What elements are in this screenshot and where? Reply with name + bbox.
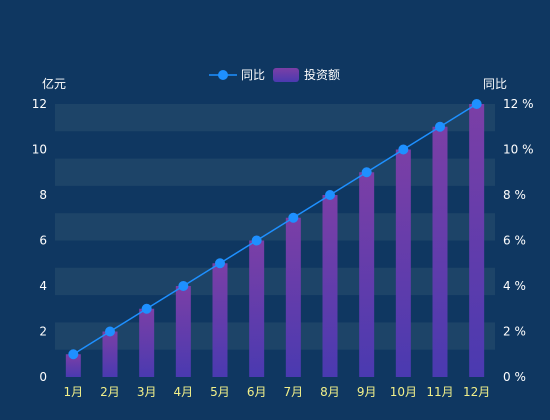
line-series xyxy=(68,99,482,360)
line-point-6月 xyxy=(251,235,262,246)
legend-line-marker-icon xyxy=(218,70,228,80)
x-tick: 8月 xyxy=(320,385,340,399)
y-right-tick: 2 % xyxy=(503,325,526,339)
bar-10月 xyxy=(395,149,411,377)
y-right-tick: 10 % xyxy=(503,143,534,157)
y-left-tick: 2 xyxy=(39,325,47,339)
bar-1月 xyxy=(65,354,81,377)
legend[interactable]: 同比 投资额 xyxy=(209,67,340,82)
y-right-tick: 8 % xyxy=(503,188,526,202)
x-tick: 5月 xyxy=(210,385,230,399)
x-tick: 3月 xyxy=(137,385,157,399)
x-tick: 2月 xyxy=(100,385,120,399)
legend-label-line: 同比 xyxy=(241,68,265,82)
line-point-9月 xyxy=(361,167,372,178)
x-tick: 1月 xyxy=(64,385,84,399)
bar-6月 xyxy=(249,240,265,377)
bar-7月 xyxy=(285,217,301,377)
line-point-11月 xyxy=(435,121,445,132)
x-tick: 7月 xyxy=(284,385,304,399)
x-tick: 9月 xyxy=(357,385,377,399)
bar-3月 xyxy=(139,308,155,377)
y-left-tick: 4 xyxy=(39,279,47,293)
line-point-4月 xyxy=(178,281,189,291)
legend-bar-icon xyxy=(273,68,299,82)
y-left-tick: 8 xyxy=(39,188,47,202)
grid-bands xyxy=(55,104,495,350)
line-point-2月 xyxy=(105,326,115,337)
line-point-3月 xyxy=(141,303,152,314)
y-left-tick: 6 xyxy=(39,234,47,248)
bar-11月 xyxy=(432,126,448,377)
x-tick: 10月 xyxy=(390,385,417,399)
grid-band xyxy=(55,267,495,296)
x-tick: 12月 xyxy=(463,385,490,399)
bar-5月 xyxy=(212,263,228,377)
line-point-10月 xyxy=(398,144,409,155)
legend-label-bar: 投资额 xyxy=(304,67,340,82)
grid-band xyxy=(55,322,495,350)
x-tick: 11月 xyxy=(426,385,453,399)
grid-band xyxy=(55,213,495,241)
x-tick: 4月 xyxy=(174,385,194,399)
x-tick: 6月 xyxy=(247,385,267,399)
bar-2月 xyxy=(102,331,118,377)
line-point-12月 xyxy=(471,99,482,109)
line-point-7月 xyxy=(288,212,299,223)
axes: 0 2 4 6 8 10 12 0 % 2 % 4 % 6 % 8 % 10 % 12 % 1月 2月 3月 4月… xyxy=(32,76,534,399)
y-left-label: 亿元 xyxy=(42,76,66,91)
y-right-label: 同比 xyxy=(483,77,507,91)
bar-8月 xyxy=(322,195,338,377)
bar-9月 xyxy=(359,172,375,377)
grid-band xyxy=(55,158,495,186)
y-right-tick: 6 % xyxy=(503,234,526,248)
y-left-tick: 0 xyxy=(39,370,47,384)
bar-series xyxy=(65,104,485,377)
line-point-1月 xyxy=(68,349,79,360)
y-right-tick: 4 % xyxy=(503,279,526,293)
line-path xyxy=(72,103,478,355)
y-right-tick: 12 % xyxy=(503,97,534,111)
y-left-tick: 10 xyxy=(32,143,47,157)
y-left-tick: 12 xyxy=(32,97,47,111)
grid-band xyxy=(55,104,495,132)
y-right-tick: 0 % xyxy=(503,370,526,384)
line-point-8月 xyxy=(325,190,335,200)
bar-12月 xyxy=(469,104,485,377)
line-point-5月 xyxy=(215,258,225,269)
bar-4月 xyxy=(175,286,191,377)
